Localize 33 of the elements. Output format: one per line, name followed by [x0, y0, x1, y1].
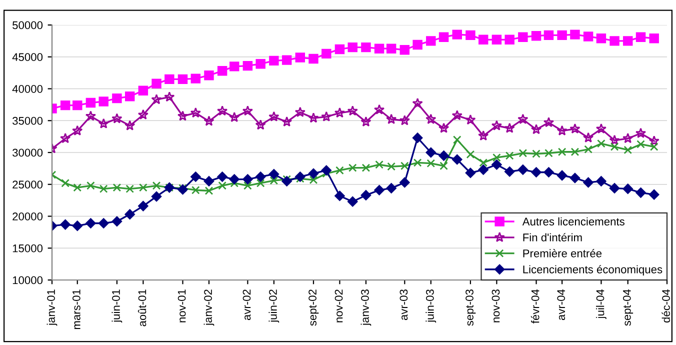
x-tick-label: sept-02 [308, 290, 319, 326]
legend-label: Première entrée [523, 249, 602, 258]
y-tick-label: 35000 [12, 116, 43, 125]
x-tick-label: janv-01 [46, 290, 58, 326]
x-tick-label: janv-03 [360, 290, 372, 326]
x-tick-label: nov-03 [492, 290, 500, 322]
y-tick-label: 25000 [12, 180, 43, 189]
y-tick-label: 30000 [12, 148, 43, 157]
x-tick-label: août-01 [138, 290, 146, 326]
x-tick-label: mars-01 [72, 290, 80, 330]
y-tick-label: 45000 [12, 53, 43, 62]
legend-label: Fin d'intérim [523, 233, 582, 242]
y-tick-label: 40000 [12, 85, 43, 93]
legend-label: Licenciements économiques [523, 265, 662, 276]
x-tick-label: janv-02 [204, 290, 214, 326]
x-tick-label: juil-04 [596, 289, 606, 319]
y-tick-label: 50000 [12, 21, 43, 30]
x-tick-label: nov-01 [178, 290, 186, 322]
x-tick-label: avr-03 [400, 290, 408, 320]
x-tick-label: nov-02 [334, 290, 343, 322]
x-tick-label: sept-04 [622, 289, 634, 326]
x-tick-label: févr-04 [530, 289, 540, 324]
x-tick-label: juin-02 [268, 290, 280, 323]
x-tick-label: juin-01 [112, 290, 122, 323]
y-tick-label: 20000 [12, 212, 43, 220]
x-tick-label: sept-03 [466, 290, 476, 326]
y-tick-label: 15000 [12, 244, 43, 252]
x-tick-label: déc-04 [662, 289, 670, 323]
x-tick-label: avr-04 [557, 289, 566, 320]
x-tick-label: juin-03 [426, 290, 436, 323]
x-tick-label: avr-02 [242, 290, 251, 320]
legend-label: Autres licenciements [522, 217, 624, 226]
y-tick-label: 10000 [12, 276, 43, 284]
